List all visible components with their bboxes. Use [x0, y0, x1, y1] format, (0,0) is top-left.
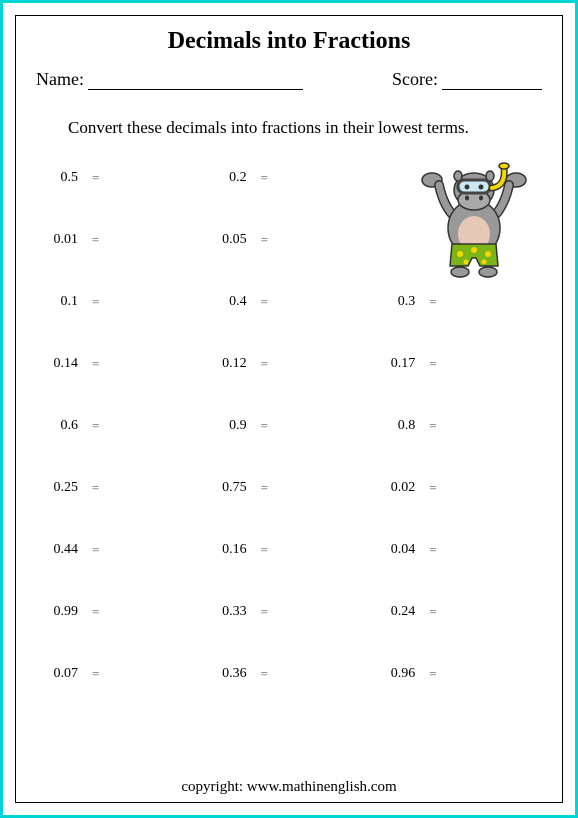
problem-cell: 0.05 = — [205, 232, 374, 248]
equals-sign: = — [429, 418, 436, 434]
problem-cell: 0.96 = — [373, 666, 542, 682]
decimal-value: 0.9 — [205, 418, 247, 434]
equals-sign: = — [429, 294, 436, 310]
equals-sign: = — [261, 418, 268, 434]
decimal-value: 0.16 — [205, 542, 247, 558]
decimal-value: 0.5 — [36, 170, 78, 186]
name-field: Name: — [36, 69, 303, 90]
score-field: Score: — [392, 69, 542, 90]
inner-border: Decimals into Fractions Name: Score: Con… — [15, 15, 563, 803]
equals-sign: = — [92, 542, 99, 558]
problem-cell: 0.16 = — [205, 542, 374, 558]
equals-sign: = — [261, 480, 268, 496]
decimal-value: 0.3 — [373, 294, 415, 310]
decimal-value: 0.02 — [373, 480, 415, 496]
decimal-value: 0.12 — [205, 356, 247, 372]
equals-sign: = — [261, 356, 268, 372]
hippo-icon — [414, 158, 534, 278]
equals-sign: = — [92, 418, 99, 434]
problem-cell: 0.01 = — [36, 232, 205, 248]
problem-cell: 0.24 = — [373, 604, 542, 620]
problem-cell: 0.5 = — [36, 170, 205, 186]
equals-sign: = — [429, 356, 436, 372]
decimal-value: 0.44 — [36, 542, 78, 558]
score-blank[interactable] — [442, 89, 542, 90]
problem-row: 0.1 = 0.4 = 0.3 = — [36, 286, 542, 348]
decimal-value: 0.07 — [36, 666, 78, 682]
decimal-value: 0.04 — [373, 542, 415, 558]
problem-cell: 0.14 = — [36, 356, 205, 372]
decimal-value: 0.14 — [36, 356, 78, 372]
equals-sign: = — [92, 666, 99, 682]
copyright-text: copyright: www.mathinenglish.com — [16, 779, 562, 796]
problem-cell: 0.12 = — [205, 356, 374, 372]
problem-cell: 0.99 = — [36, 604, 205, 620]
name-blank[interactable] — [88, 89, 303, 90]
equals-sign: = — [429, 480, 436, 496]
decimal-value: 0.75 — [205, 480, 247, 496]
problem-cell: 0.2 = — [205, 170, 374, 186]
equals-sign: = — [92, 170, 99, 186]
decimal-value: 0.99 — [36, 604, 78, 620]
problem-cell: 0.1 = — [36, 294, 205, 310]
equals-sign: = — [261, 542, 268, 558]
problem-row: 0.14 = 0.12 = 0.17 = — [36, 348, 542, 410]
equals-sign: = — [92, 604, 99, 620]
decimal-value: 0.96 — [373, 666, 415, 682]
problem-cell: 0.4 = — [205, 294, 374, 310]
outer-border: Decimals into Fractions Name: Score: Con… — [0, 0, 578, 818]
equals-sign: = — [261, 170, 268, 186]
problem-cell: 0.17 = — [373, 356, 542, 372]
problem-cell: 0.36 = — [205, 666, 374, 682]
equals-sign: = — [429, 666, 436, 682]
problem-cell: 0.33 = — [205, 604, 374, 620]
decimal-value: 0.24 — [373, 604, 415, 620]
equals-sign: = — [429, 542, 436, 558]
equals-sign: = — [92, 232, 99, 248]
decimal-value: 0.2 — [205, 170, 247, 186]
equals-sign: = — [261, 294, 268, 310]
decimal-value: 0.4 — [205, 294, 247, 310]
equals-sign: = — [92, 356, 99, 372]
problem-cell: 0.9 = — [205, 418, 374, 434]
problem-cell: 0.6 = — [36, 418, 205, 434]
problems-grid: 0.5 = 0.2 = 0.01 = 0.05 = 0.1 = 0.4 = 0.3 = 0.14 = 0.12 =… — [36, 162, 542, 720]
problem-cell: 0.44 = — [36, 542, 205, 558]
score-label: Score: — [392, 69, 438, 90]
equals-sign: = — [261, 666, 268, 682]
problem-row: 0.44 = 0.16 = 0.04 = — [36, 534, 542, 596]
problem-cell: 0.75 = — [205, 480, 374, 496]
equals-sign: = — [92, 294, 99, 310]
problem-row: 0.25 = 0.75 = 0.02 = — [36, 472, 542, 534]
problem-row: 0.07 = 0.36 = 0.96 = — [36, 658, 542, 720]
problem-row: 0.6 = 0.9 = 0.8 = — [36, 410, 542, 472]
decimal-value: 0.01 — [36, 232, 78, 248]
hippo-mascot-image — [414, 158, 534, 278]
equals-sign: = — [261, 604, 268, 620]
decimal-value: 0.8 — [373, 418, 415, 434]
problem-cell: 0.07 = — [36, 666, 205, 682]
problem-cell: 0.8 = — [373, 418, 542, 434]
decimal-value: 0.6 — [36, 418, 78, 434]
decimal-value: 0.17 — [373, 356, 415, 372]
decimal-value: 0.36 — [205, 666, 247, 682]
problem-cell: 0.25 = — [36, 480, 205, 496]
decimal-value: 0.05 — [205, 232, 247, 248]
equals-sign: = — [261, 232, 268, 248]
problem-row: 0.99 = 0.33 = 0.24 = — [36, 596, 542, 658]
decimal-value: 0.1 — [36, 294, 78, 310]
equals-sign: = — [92, 480, 99, 496]
decimal-value: 0.25 — [36, 480, 78, 496]
name-label: Name: — [36, 69, 84, 90]
page-title: Decimals into Fractions — [36, 28, 542, 55]
problem-cell: 0.02 = — [373, 480, 542, 496]
header-line: Name: Score: — [36, 69, 542, 90]
instructions-text: Convert these decimals into fractions in… — [68, 118, 542, 138]
decimal-value: 0.33 — [205, 604, 247, 620]
problem-cell: 0.3 = — [373, 294, 542, 310]
problem-cell: 0.04 = — [373, 542, 542, 558]
equals-sign: = — [429, 604, 436, 620]
